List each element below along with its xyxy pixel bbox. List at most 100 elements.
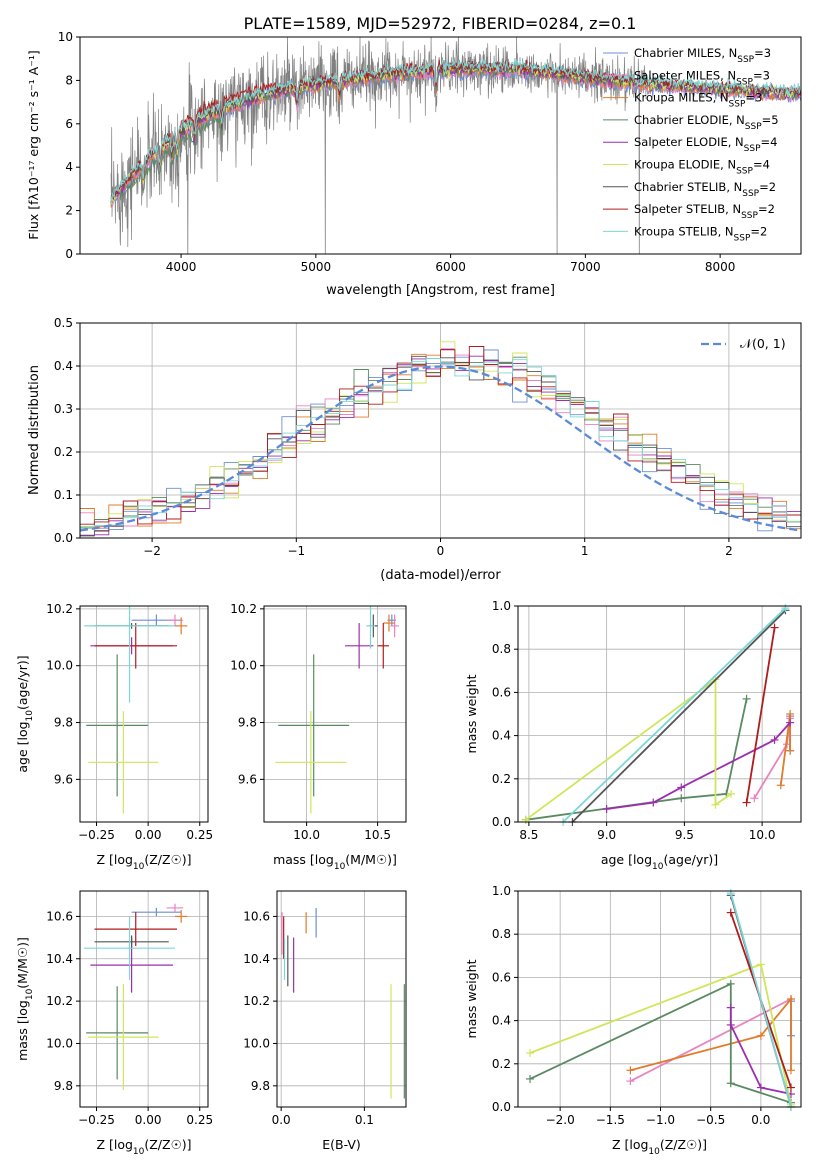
spectrum-y-label: Flux [fλ10⁻¹⁷ erg cm⁻² s⁻¹ A⁻¹] [26, 50, 41, 239]
x-tick-label: −2.0 [546, 1113, 575, 1127]
y-tick-label: 0.0 [492, 815, 511, 829]
x-tick-label: 0.25 [186, 1113, 213, 1127]
errorbar-kroupa-miles [383, 614, 395, 632]
mass-vs-ebv-plot-area [281, 907, 405, 1099]
y-tick-label: 10 [58, 30, 73, 44]
x-tick-label: 2 [725, 544, 733, 558]
weight-line-kroupa-miles-marker [776, 781, 785, 790]
legend-label: Salpeter MILES, NSSP=3 [634, 68, 770, 87]
legend-label-sub: SSP [729, 100, 746, 110]
y-tick-label: 2 [65, 204, 73, 218]
weight-line-kroupa-miles-marker [756, 1031, 765, 1040]
x-tick-label: 0.00 [135, 828, 162, 842]
weight-vs-metallicity-panel: −2.0 −1.5 −1.0 −0.5 0.0 0.0 0.2 0.4 0.6 0.8 1.0 Z [… [464, 884, 802, 1157]
errorbar-salpeter-elodie [344, 623, 374, 669]
x-tick-label: 7000 [570, 260, 601, 274]
age-vs-mass-x-label: mass [log10(M/M☉)] [273, 852, 397, 872]
y-tick-label: 9.8 [251, 1079, 270, 1093]
y-tick-label: 9.8 [54, 1079, 73, 1093]
weight-line-chabrier-stelib [571, 609, 787, 823]
age-vs-mass-x-label-sub: 10 [334, 862, 346, 872]
legend-label: Chabrier ELODIE, NSSP=5 [634, 113, 779, 132]
weight-vs-age-x-label-sub: 10 [652, 862, 664, 872]
x-tick-label: 0.0 [751, 1113, 770, 1127]
errorbar-kroupa-stelib [366, 606, 375, 649]
weight-vs-age-panel: 8.5 9.0 9.5 10.0 0.0 0.2 0.4 0.6 0.8 1.0 age [log1… [464, 599, 802, 872]
age-vs-metallicity-panel: −0.25 0.00 0.259.69.810.010.2Z [log10(Z/Z☉… [15, 602, 213, 872]
legend-label-sub: SSP [741, 211, 758, 221]
y-tick-label: 1.0 [492, 599, 511, 613]
y-tick-label: 10.2 [243, 994, 270, 1008]
axes-frame [517, 605, 802, 823]
errorbar-chabrier-elodie [86, 986, 149, 1080]
residuals-y-label: Normed distribution [27, 365, 42, 495]
y-tick-label: 0.4 [492, 1014, 511, 1028]
residuals-x-label: (data-model)/error [380, 568, 501, 583]
figure-title: PLATE=1589, MJD=52972, FIBERID=0284, z=0… [244, 14, 637, 33]
weight-line-salpeter-stelib-marker [726, 908, 735, 917]
mass-vs-Z-y-label-main: mass [log [15, 1000, 30, 1061]
y-tick-label: 0.6 [492, 970, 511, 984]
weight-line-salpeter-stelib [745, 627, 776, 803]
age-vs-Z-y-label: age [log10(age/yr)] [15, 655, 35, 772]
weight-line-kroupa-elodie-marker [526, 1049, 535, 1057]
spectrum-model-salpeter-stelib [110, 59, 801, 203]
y-tick-label: 0.2 [54, 445, 73, 459]
weight-line-salpeter-elodie-marker [770, 735, 779, 744]
weight-vs-age-x-label-main: age [log [601, 852, 652, 867]
weight-line-chabrier-elodie-marker [677, 794, 686, 803]
legend-label-main: Salpeter STELIB, N [634, 202, 741, 216]
y-tick-label: 10.4 [243, 952, 270, 966]
spectrum-plot-area [110, 37, 801, 254]
x-tick-label: −1.0 [646, 1113, 675, 1127]
spectrum-x-label: wavelength [Angstrom, rest frame] [326, 283, 555, 298]
axes-frame [79, 890, 209, 1108]
x-tick-label: −0.25 [78, 1113, 115, 1127]
weight-line-kroupa-stelib [729, 892, 792, 1108]
mass-vs-Z-x-label-sub: 10 [133, 1147, 145, 1157]
weight-line-chabrier-elodie-marker [726, 1079, 735, 1088]
weight-line-salpeter-stelib-marker [770, 623, 779, 632]
normal-curve [80, 365, 801, 532]
y-tick-label: 9.8 [54, 716, 73, 730]
y-tick-label: 10.0 [243, 1036, 270, 1050]
spectrum-model-kroupa-stelib [110, 58, 801, 203]
spectrum-model-chabrier-stelib [110, 61, 801, 201]
legend-label-main: Kroupa MILES, N [634, 91, 729, 105]
age-vs-Z-y-label-sub: 10 [25, 710, 35, 722]
y-tick-label: 10.2 [46, 994, 73, 1008]
weight-vs-Z-x-label-sub: 10 [648, 1147, 660, 1157]
legend-label-end: =3 [754, 46, 771, 60]
age-vs-Z-x-label: Z [log10(Z/Z☉)] [96, 852, 191, 872]
axes-frame [79, 36, 802, 255]
errorbar-kroupa-elodie [275, 711, 347, 814]
errorbar-salpeter-miles [166, 614, 184, 626]
legend-label-main: Kroupa ELODIE, N [634, 158, 736, 172]
legend-label-sub: SSP [736, 167, 753, 177]
errorbar-chabrier-elodie [86, 654, 149, 797]
y-tick-label: 10.0 [230, 659, 257, 673]
weight-line-kroupa-elodie [525, 677, 732, 821]
weight-line-salpeter-miles-marker [626, 1077, 635, 1086]
errorbar-salpeter-stelib [94, 623, 178, 669]
y-tick-label: 0.8 [492, 642, 511, 656]
weight-line-salpeter-stelib-marker [786, 1083, 795, 1092]
errorbar-chabrier-elodie [278, 654, 350, 797]
weight-line-chabrier-elodie-marker [726, 979, 735, 988]
weight-line-kroupa-miles-marker [786, 1066, 795, 1075]
age-vs-Z-x-label-end: (Z/Z☉)] [144, 852, 191, 867]
errorbar-chabrier-stelib [94, 935, 169, 949]
legend-label-end: =3 [745, 91, 762, 105]
errorbar-salpeter-miles [390, 614, 399, 638]
legend-label-sub: SSP [744, 144, 761, 154]
x-tick-label: 5000 [301, 260, 332, 274]
legend-label-main: Chabrier ELODIE, N [634, 113, 745, 127]
x-tick-label: −1 [287, 544, 305, 558]
weight-line-salpeter-elodie-marker [649, 798, 658, 807]
legend-label-main: Kroupa STELIB, N [634, 224, 734, 238]
mass-vs-ebv-x-label-main: E(B-V) [322, 1137, 361, 1152]
errorbar-kroupa-elodie [88, 711, 159, 814]
mass-vs-Z-plot-area [84, 903, 188, 1091]
y-tick-label: 10.0 [46, 659, 73, 673]
